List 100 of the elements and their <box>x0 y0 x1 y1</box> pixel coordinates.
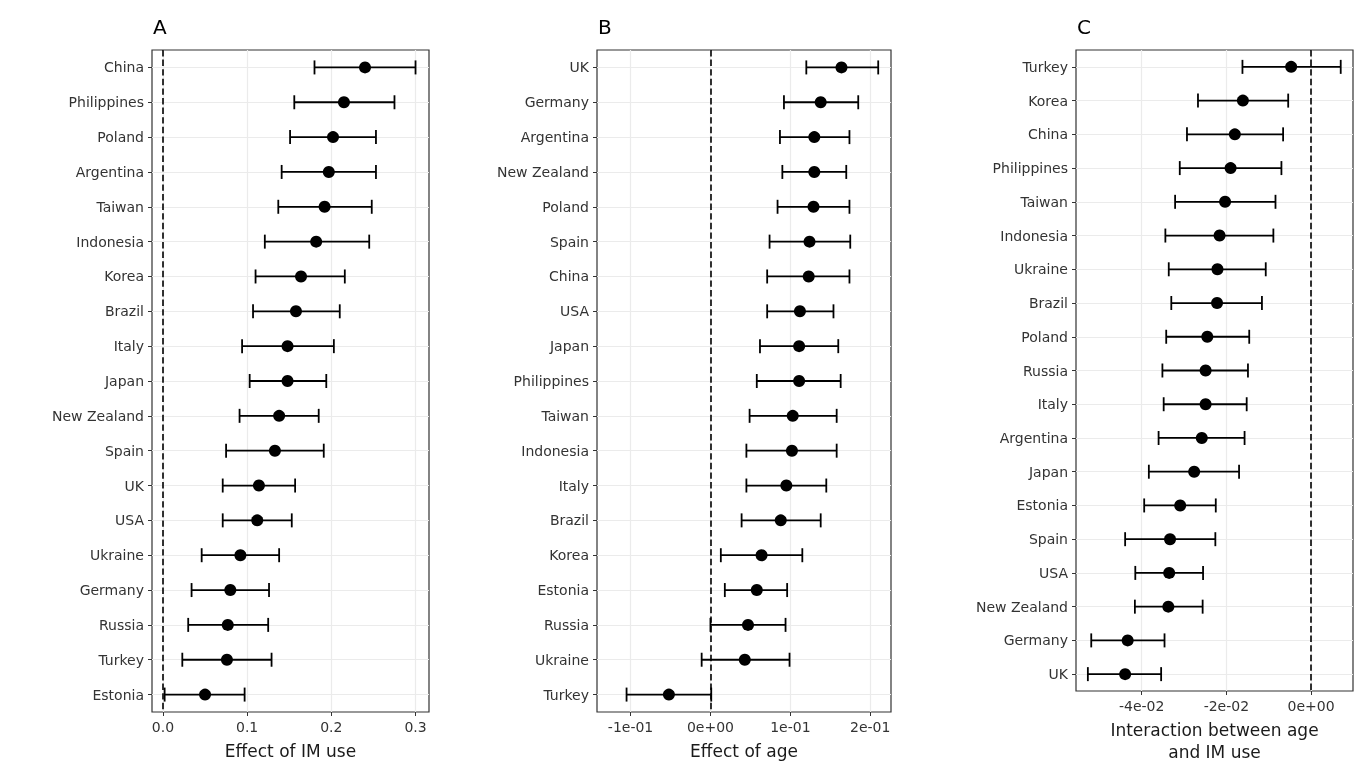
y-tick-label: China <box>549 268 589 285</box>
point <box>802 270 815 283</box>
point <box>774 514 787 527</box>
point <box>289 305 302 318</box>
point <box>835 61 848 74</box>
point <box>1199 364 1212 377</box>
y-tick-label: Russia <box>98 616 144 633</box>
x-tick-label: 0e+00 <box>1287 698 1335 714</box>
point <box>1285 60 1298 73</box>
y-tick-label: Indonesia <box>521 442 589 459</box>
y-tick-label: Spain <box>549 233 589 250</box>
x-tick-label: 0e+00 <box>686 719 734 735</box>
y-tick-label: Italy <box>558 477 589 494</box>
point <box>742 618 754 631</box>
y-tick-label: Japan <box>1027 463 1068 480</box>
y-tick-label: Philippines <box>68 94 144 111</box>
y-tick-label: Japan <box>103 373 144 389</box>
point <box>1199 398 1212 411</box>
x-tick-label: 0.1 <box>236 719 259 735</box>
point <box>359 61 372 74</box>
y-tick-label: Russia <box>543 616 589 633</box>
point <box>755 549 768 562</box>
point <box>1228 128 1241 141</box>
y-tick-label: Germany <box>524 94 589 111</box>
point <box>295 270 308 283</box>
y-tick-label: Ukraine <box>1013 261 1068 278</box>
point <box>268 444 281 457</box>
y-tick-label: UK <box>124 477 145 494</box>
y-tick-label: Estonia <box>92 686 144 703</box>
point <box>1213 229 1226 242</box>
point <box>793 340 806 353</box>
point <box>224 584 237 597</box>
x-tick-label: 2e-01 <box>850 719 891 735</box>
point <box>807 200 820 213</box>
point <box>322 165 335 178</box>
y-tick-label: Spain <box>104 442 144 459</box>
y-tick-label: New Zealand <box>497 163 589 180</box>
y-tick-label: Korea <box>1028 92 1068 109</box>
y-tick-label: UK <box>569 59 590 76</box>
point <box>1211 297 1224 310</box>
point <box>310 235 323 248</box>
point <box>793 375 806 387</box>
chart-title: C <box>1077 15 1091 39</box>
y-tick-label: Germany <box>79 582 144 599</box>
point <box>1119 668 1132 681</box>
point <box>1121 634 1134 647</box>
y-tick-label: Japan <box>548 338 589 355</box>
y-tick-label: China <box>1028 126 1068 143</box>
point <box>1219 195 1232 208</box>
x-tick-label: 0.2 <box>320 719 343 735</box>
y-tick-label: Russia <box>1022 362 1068 379</box>
x-tick-label: 0.0 <box>151 719 175 735</box>
x-tick-label: -2e-02 <box>1203 698 1250 714</box>
y-tick-label: Taiwan <box>1019 193 1068 210</box>
point <box>234 549 247 562</box>
x-tick-label: -4e-02 <box>1118 698 1165 714</box>
x-axis-title: Effect of IM use <box>224 741 357 761</box>
point <box>1162 600 1175 613</box>
point <box>281 375 294 387</box>
point <box>793 305 806 318</box>
y-tick-label: Indonesia <box>76 233 144 250</box>
point <box>337 96 350 109</box>
point <box>1164 533 1177 546</box>
point <box>1236 94 1249 107</box>
point <box>786 409 799 422</box>
point <box>1224 162 1237 175</box>
y-tick-label: Brazil <box>549 512 589 529</box>
point <box>327 131 340 144</box>
x-axis-title: Interaction between age and IM use <box>1110 720 1319 762</box>
y-tick-label: Poland <box>1021 328 1068 345</box>
point <box>780 479 793 492</box>
y-tick-label: Ukraine <box>89 547 144 564</box>
point <box>1211 263 1224 276</box>
point <box>1174 499 1187 512</box>
y-tick-label: Korea <box>104 268 144 285</box>
y-tick-label: Poland <box>97 129 144 146</box>
point <box>318 200 331 213</box>
x-tick-label: -1e-01 <box>607 719 654 735</box>
y-tick-label: Turkey <box>97 651 144 668</box>
y-tick-label: Philippines <box>513 373 589 389</box>
y-tick-label: UK <box>1048 666 1069 683</box>
point <box>662 688 675 701</box>
y-tick-label: Brazil <box>104 303 144 320</box>
y-tick-label: Estonia <box>1016 497 1068 514</box>
y-tick-label: USA <box>560 303 590 320</box>
point <box>251 514 264 527</box>
y-tick-label: Germany <box>1003 632 1068 649</box>
y-tick-label: Brazil <box>1028 295 1068 312</box>
y-tick-label: Spain <box>1028 531 1068 548</box>
point <box>1188 465 1201 478</box>
y-tick-label: Korea <box>549 547 589 564</box>
y-tick-label: Italy <box>1037 396 1068 413</box>
point <box>803 235 816 248</box>
y-tick-label: Poland <box>542 198 589 215</box>
point <box>220 653 233 666</box>
y-tick-label: USA <box>1039 564 1069 581</box>
x-axis-title: Effect of age <box>690 741 798 761</box>
x-tick-label: 0.3 <box>404 719 427 735</box>
y-tick-label: New Zealand <box>976 598 1068 615</box>
point <box>785 444 798 457</box>
